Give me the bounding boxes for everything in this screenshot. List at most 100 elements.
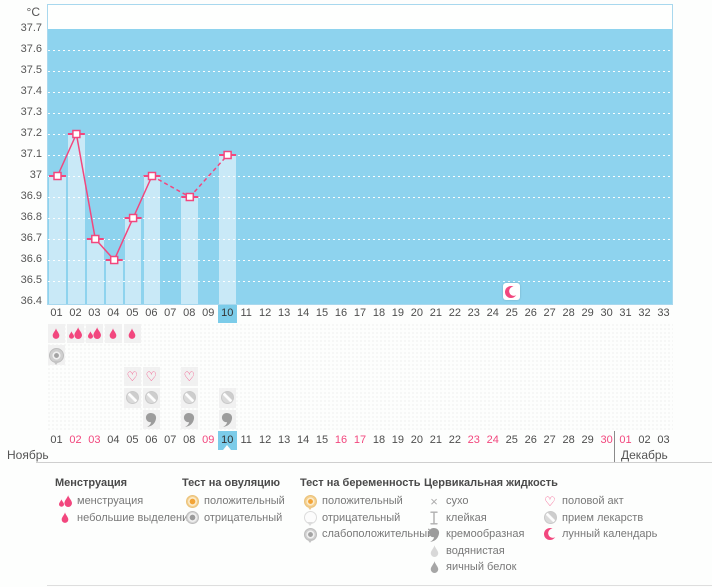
symptom-cell-medication-29[interactable] bbox=[578, 387, 597, 408]
symptom-cell-intercourse-29[interactable] bbox=[578, 366, 597, 387]
symptom-cell-pregnancy-test-19[interactable] bbox=[388, 344, 407, 365]
cycle-day-25[interactable]: 25 bbox=[505, 307, 518, 319]
symptom-cell-bleeding-27[interactable] bbox=[540, 323, 559, 344]
symptom-cell-cervical-fluid-03[interactable] bbox=[85, 409, 104, 430]
symptom-cell-pregnancy-test-16[interactable] bbox=[332, 344, 351, 365]
date-cell-Ноябрь-05[interactable]: 05 bbox=[126, 434, 139, 446]
cycle-day-02[interactable]: 02 bbox=[69, 307, 82, 319]
symptom-cell-cervical-fluid-07[interactable] bbox=[161, 409, 180, 430]
date-cell-Ноябрь-09[interactable]: 09 bbox=[202, 434, 215, 446]
symptom-cell-pregnancy-test-09[interactable] bbox=[199, 344, 218, 365]
symptom-cell-pregnancy-test-32[interactable] bbox=[635, 344, 654, 365]
symptom-cell-pregnancy-test-21[interactable] bbox=[426, 344, 445, 365]
symptom-cell-intercourse-20[interactable] bbox=[407, 366, 426, 387]
date-cell-Ноябрь-17[interactable]: 17 bbox=[353, 434, 367, 446]
cycle-day-23[interactable]: 23 bbox=[467, 307, 480, 319]
symptom-cell-cervical-fluid-10[interactable] bbox=[218, 409, 237, 430]
date-cell-Ноябрь-13[interactable]: 13 bbox=[277, 434, 291, 446]
date-cell-Декабрь-03[interactable]: 03 bbox=[657, 434, 670, 446]
date-cell-Ноябрь-06[interactable]: 06 bbox=[145, 434, 158, 446]
symptom-cell-intercourse-31[interactable] bbox=[616, 366, 635, 387]
symptom-cell-bleeding-12[interactable] bbox=[256, 323, 275, 344]
cycle-day-20[interactable]: 20 bbox=[410, 307, 424, 319]
symptom-cell-medication-02[interactable] bbox=[66, 387, 85, 408]
symptom-cell-intercourse-25[interactable] bbox=[502, 366, 521, 387]
date-cell-Ноябрь-18[interactable]: 18 bbox=[372, 434, 386, 446]
cycle-day-24[interactable]: 24 bbox=[486, 307, 499, 319]
symptom-cell-cervical-fluid-25[interactable] bbox=[502, 409, 521, 430]
symptom-cell-pregnancy-test-24[interactable] bbox=[483, 344, 502, 365]
cycle-day-06[interactable]: 06 bbox=[145, 307, 158, 319]
symptom-cell-pregnancy-test-08[interactable] bbox=[180, 344, 199, 365]
symptom-cell-intercourse-09[interactable] bbox=[199, 366, 218, 387]
symptom-cell-pregnancy-test-18[interactable] bbox=[369, 344, 388, 365]
symptom-cell-bleeding-16[interactable] bbox=[332, 323, 351, 344]
symptom-cell-bleeding-07[interactable] bbox=[161, 323, 180, 344]
cycle-day-21[interactable]: 21 bbox=[429, 307, 442, 319]
date-cell-Ноябрь-28[interactable]: 28 bbox=[562, 434, 575, 446]
cycle-day-32[interactable]: 32 bbox=[638, 307, 651, 319]
symptom-cell-medication-30[interactable] bbox=[597, 387, 616, 408]
symptom-cell-medication-01[interactable] bbox=[47, 387, 66, 408]
symptom-cell-bleeding-23[interactable] bbox=[464, 323, 483, 344]
symptom-cell-medication-16[interactable] bbox=[332, 387, 351, 408]
date-cell-Ноябрь-20[interactable]: 20 bbox=[410, 434, 424, 446]
symptom-cell-pregnancy-test-13[interactable] bbox=[275, 344, 294, 365]
symptom-cell-bleeding-24[interactable] bbox=[483, 323, 502, 344]
symptom-cell-medication-12[interactable] bbox=[256, 387, 275, 408]
symptom-cell-bleeding-09[interactable] bbox=[199, 323, 218, 344]
symptom-cell-intercourse-12[interactable] bbox=[256, 366, 275, 387]
symptom-cell-medication-33[interactable] bbox=[654, 387, 673, 408]
symptom-cell-cervical-fluid-20[interactable] bbox=[407, 409, 426, 430]
symptom-cell-pregnancy-test-07[interactable] bbox=[161, 344, 180, 365]
symptom-cell-cervical-fluid-26[interactable] bbox=[521, 409, 540, 430]
symptom-cell-medication-14[interactable] bbox=[294, 387, 313, 408]
date-cell-Ноябрь-27[interactable]: 27 bbox=[543, 434, 556, 446]
symptom-cell-cervical-fluid-29[interactable] bbox=[578, 409, 597, 430]
symptom-cell-intercourse-28[interactable] bbox=[559, 366, 578, 387]
cycle-day-11[interactable]: 11 bbox=[240, 307, 252, 319]
symptom-cell-intercourse-08[interactable]: ♡ bbox=[180, 366, 199, 387]
symptom-cell-intercourse-02[interactable] bbox=[66, 366, 85, 387]
symptom-cell-cervical-fluid-13[interactable] bbox=[275, 409, 294, 430]
symptom-cell-bleeding-17[interactable] bbox=[351, 323, 370, 344]
date-cell-Ноябрь-25[interactable]: 25 bbox=[505, 434, 518, 446]
symptom-cell-medication-25[interactable] bbox=[502, 387, 521, 408]
symptom-cell-medication-10[interactable] bbox=[218, 387, 237, 408]
symptom-cell-intercourse-14[interactable] bbox=[294, 366, 313, 387]
symptom-cell-cervical-fluid-27[interactable] bbox=[540, 409, 559, 430]
symptom-cell-medication-23[interactable] bbox=[464, 387, 483, 408]
symptom-cell-intercourse-21[interactable] bbox=[426, 366, 445, 387]
cycle-day-17[interactable]: 17 bbox=[353, 307, 367, 319]
symptom-cell-intercourse-04[interactable] bbox=[104, 366, 123, 387]
symptom-cell-medication-20[interactable] bbox=[407, 387, 426, 408]
cycle-day-28[interactable]: 28 bbox=[562, 307, 575, 319]
symptom-cell-pregnancy-test-29[interactable] bbox=[578, 344, 597, 365]
symptom-cell-intercourse-03[interactable] bbox=[85, 366, 104, 387]
symptom-cell-intercourse-22[interactable] bbox=[445, 366, 464, 387]
symptom-cell-pregnancy-test-26[interactable] bbox=[521, 344, 540, 365]
cycle-day-22[interactable]: 22 bbox=[448, 307, 461, 319]
symptom-cell-pregnancy-test-17[interactable] bbox=[351, 344, 370, 365]
symptom-cell-pregnancy-test-25[interactable] bbox=[502, 344, 521, 365]
symptom-cell-intercourse-01[interactable] bbox=[47, 366, 66, 387]
cycle-day-07[interactable]: 07 bbox=[164, 307, 177, 319]
date-cell-Декабрь-01[interactable]: 01 bbox=[619, 434, 632, 446]
date-cell-Ноябрь-24[interactable]: 24 bbox=[486, 434, 499, 446]
symptom-cell-pregnancy-test-33[interactable] bbox=[654, 344, 673, 365]
symptom-cell-pregnancy-test-27[interactable] bbox=[540, 344, 559, 365]
symptom-cell-bleeding-02[interactable] bbox=[66, 323, 85, 344]
symptom-cell-medication-09[interactable] bbox=[199, 387, 218, 408]
symptom-cell-medication-08[interactable] bbox=[180, 387, 199, 408]
symptom-cell-medication-03[interactable] bbox=[85, 387, 104, 408]
symptom-cell-cervical-fluid-02[interactable] bbox=[66, 409, 85, 430]
temperature-plot[interactable] bbox=[47, 4, 673, 305]
lunar-calendar-marker[interactable] bbox=[502, 283, 520, 300]
cycle-day-26[interactable]: 26 bbox=[524, 307, 537, 319]
date-cell-Ноябрь-22[interactable]: 22 bbox=[448, 434, 461, 446]
symptom-cell-cervical-fluid-22[interactable] bbox=[445, 409, 464, 430]
cycle-day-13[interactable]: 13 bbox=[277, 307, 291, 319]
symptom-cell-medication-32[interactable] bbox=[635, 387, 654, 408]
cycle-day-01[interactable]: 01 bbox=[50, 307, 63, 319]
cycle-day-29[interactable]: 29 bbox=[581, 307, 594, 319]
